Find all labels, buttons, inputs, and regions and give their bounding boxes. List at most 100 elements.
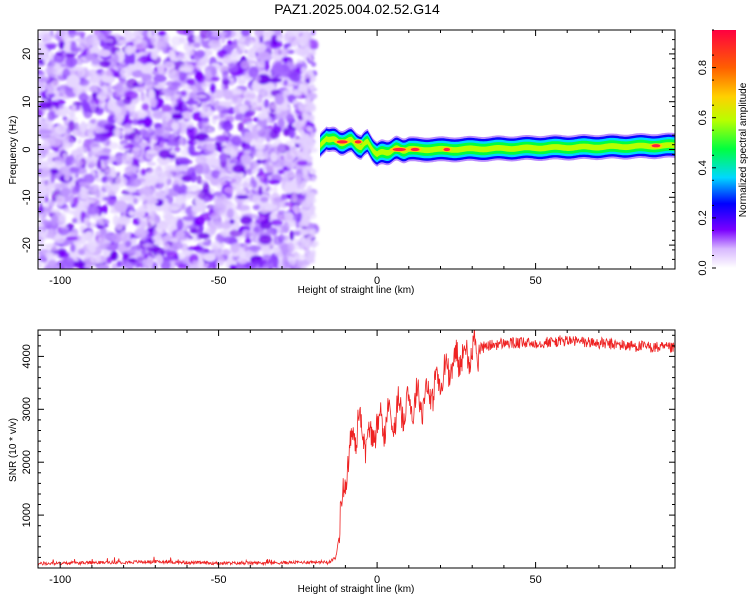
noise-cell [264,60,270,72]
noise-cell [205,110,214,117]
noise-cell [181,203,186,211]
noise-cell [260,196,269,203]
noise-cell [38,203,44,214]
noise-cell [79,225,86,230]
heatmap-x-axis-label: Height of straight line (km) [298,285,415,296]
noise-cell [144,68,151,74]
noise-cell [196,175,202,185]
noise-cell [181,175,193,182]
noise-cell [213,203,227,214]
noise-cell [171,113,184,121]
noise-cell [50,208,58,214]
noise-cell [62,153,67,159]
noise-cell [58,251,70,259]
noise-cell [128,210,136,217]
noise-cell [53,234,65,244]
noise-cell [240,154,252,165]
noise-cell [274,93,285,105]
noise-cell [80,193,91,200]
noise-cell [309,206,315,213]
noise-cell [102,38,114,43]
noise-cell [77,248,85,255]
noise-cell [288,219,296,228]
noise-cell [169,51,176,62]
noise-cell [98,49,112,57]
noise-cell [263,83,276,91]
noise-cell [152,247,165,257]
noise-cell [66,74,81,87]
noise-cell [118,39,128,45]
noise-cell [257,51,271,61]
heatmap-x-tick-label: 0 [374,275,380,287]
noise-cell [181,237,192,242]
noise-cell [284,201,295,207]
noise-cell [243,150,251,155]
noise-cell [263,98,270,109]
noise-cell [286,161,293,169]
noise-cell [147,30,153,39]
noise-cell [211,169,221,179]
noise-cell [69,194,75,206]
noise-cell [102,196,116,201]
noise-cell [210,212,220,220]
noise-cell [65,52,76,58]
noise-cell [133,38,148,50]
noise-cell [229,256,234,266]
noise-cell [252,214,258,220]
noise-cell [132,120,138,125]
noise-cell [277,210,286,215]
noise-cell [113,200,128,213]
noise-cell [291,192,298,203]
noise-cell [133,197,138,205]
noise-cell [68,110,76,119]
noise-cell [212,115,219,120]
noise-cell [48,228,55,239]
noise-cell [174,55,186,60]
noise-cell [195,61,204,71]
noise-cell [98,91,113,100]
snr-y-tick-label: 4000 [21,344,33,368]
noise-cell [157,222,167,235]
noise-cell [102,234,117,240]
noise-cell [306,242,311,249]
noise-cell [155,127,164,137]
noise-cell [47,89,54,95]
noise-cell [282,255,289,267]
noise-cell [303,215,309,222]
noise-cell [115,219,124,230]
heatmap-y-tick-label: -10 [21,189,33,205]
heatmap-x-tick-label: -100 [49,275,71,287]
noise-cell [45,243,60,251]
noise-cell [136,119,145,126]
noise-cell [223,236,238,245]
noise-cell [157,30,167,37]
noise-cell [280,106,290,111]
noise-cell [171,35,182,47]
noise-cell [192,260,200,265]
noise-cell [186,44,194,52]
heatmap-y-tick-label: 10 [21,96,33,108]
noise-cell [171,99,178,107]
noise-cell [222,70,229,81]
noise-cell [236,204,251,211]
noise-cell [96,239,109,249]
noise-cell [97,119,111,129]
noise-cell [247,245,262,252]
noise-cell [249,221,255,231]
noise-cell [270,34,278,46]
noise-cell [70,40,77,53]
noise-cell [272,160,285,168]
noise-cell [138,79,143,86]
noise-cell [177,138,185,146]
noise-cell [120,230,128,243]
noise-cell [192,86,198,94]
noise-cell [38,71,45,76]
snr-panel: -100 -50 0 50 1000 2000 3000 4000 Height of st… [8,329,676,595]
snr-frame [37,329,676,569]
noise-cell [140,203,154,213]
noise-cell [141,85,149,90]
noise-cell [162,112,172,122]
noise-cell [228,115,235,122]
noise-cell [72,217,78,224]
noise-cell [193,42,201,48]
